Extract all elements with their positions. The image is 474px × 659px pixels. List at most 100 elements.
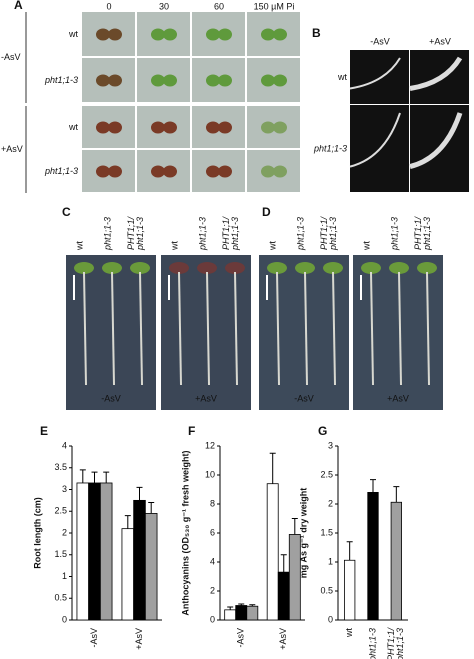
bar (367, 491, 379, 621)
seedling (261, 165, 275, 178)
column-header: PHT1;1/ (413, 215, 423, 250)
y-axis-label: Anthocyanins (OD₅₃₀ g⁻¹ fresh weight) (180, 450, 190, 615)
error-bar (291, 518, 298, 535)
column-header: pht1;1-3 (102, 217, 112, 251)
x-tick-label: pht1;1-3 (367, 628, 377, 659)
seedling (151, 165, 165, 178)
column-header: 30 (159, 1, 169, 11)
bar (344, 559, 356, 621)
seedling (417, 262, 437, 274)
x-tick-label: pht1;1-3 (395, 628, 405, 659)
bar (277, 571, 290, 621)
error-bar (346, 541, 353, 561)
y-tick-label: 2 (210, 585, 215, 595)
root (234, 271, 238, 386)
error-bar (148, 502, 155, 514)
column-header: wt (361, 241, 371, 251)
y-tick-label: 0 (210, 614, 215, 624)
x-tick-label: -AsV (89, 628, 99, 648)
root (139, 271, 143, 386)
y-tick-label: 8 (210, 498, 215, 508)
bar (266, 483, 279, 621)
seedling (151, 74, 165, 87)
root (276, 271, 280, 386)
error-bar (249, 604, 256, 607)
y-tick-label: 4 (210, 556, 215, 566)
y-tick-label: 3 (62, 484, 67, 494)
seedling (206, 165, 220, 178)
panel-label: A (14, 0, 23, 12)
y-tick-label: 12 (205, 440, 215, 450)
photo (259, 255, 349, 410)
seedling (273, 165, 287, 178)
y-tick-label: 1 (328, 556, 333, 566)
seedling (267, 262, 287, 274)
seedling (108, 28, 122, 41)
seedling (206, 28, 220, 41)
seedling (151, 121, 165, 134)
column-header: 0 (106, 1, 111, 11)
photo (161, 255, 251, 410)
seedling (218, 165, 232, 178)
seedling (206, 74, 220, 87)
error-bar (393, 486, 400, 503)
y-tick-label: 0.5 (320, 585, 333, 595)
panel-label: D (262, 205, 271, 219)
column-header: PHT1;1/ (126, 215, 136, 250)
seedling (108, 74, 122, 87)
condition-label: -AsV (294, 393, 314, 403)
column-header: pht1;1-3 (135, 217, 145, 251)
column-header: pht1;1-3 (295, 217, 305, 251)
y-tick-label: 2.5 (54, 506, 67, 516)
error-bar (103, 471, 110, 483)
y-tick-label: 10 (205, 469, 215, 479)
row-label: wt (337, 72, 347, 82)
bar (121, 528, 135, 621)
bar (235, 605, 248, 621)
bar (99, 482, 113, 621)
y-axis-label: Root length (cm) (32, 497, 42, 569)
seedling (96, 121, 110, 134)
column-header: pht1;1-3 (328, 217, 338, 251)
bar (224, 609, 237, 621)
bar (246, 605, 259, 621)
y-tick-label: 1 (62, 571, 67, 581)
group-label: +AsV (1, 144, 23, 154)
root (111, 271, 115, 386)
seedling (108, 121, 122, 134)
x-tick-label: -AsV (236, 628, 246, 648)
error-bar (227, 606, 234, 610)
root (349, 112, 401, 168)
column-header: 60 (214, 1, 224, 11)
seedling (218, 74, 232, 87)
condition-label: -AsV (101, 393, 121, 403)
bar (88, 482, 101, 621)
x-tick-label: PHT1;1/ (386, 627, 396, 659)
seedling (163, 74, 177, 87)
seedling (273, 74, 287, 87)
y-tick-label: 0.5 (54, 593, 67, 603)
condition-label: +AsV (387, 393, 409, 403)
y-tick-label: 0 (62, 614, 67, 624)
row-label: wt (68, 122, 78, 132)
bar (76, 482, 90, 621)
bar (390, 501, 402, 621)
y-tick-label: 2 (62, 527, 67, 537)
column-header: pht1;1-3 (389, 217, 399, 251)
root (206, 271, 210, 386)
seedling (218, 121, 232, 134)
x-tick-label: +AsV (278, 628, 288, 650)
condition-label: +AsV (195, 393, 217, 403)
row-label: pht1;1-3 (44, 75, 78, 85)
column-header: pht1;1-3 (422, 217, 432, 251)
y-tick-label: 2.5 (320, 469, 333, 479)
error-bar (370, 479, 376, 493)
root (304, 271, 308, 386)
column-header: PHT1;1/ (221, 215, 231, 250)
error-bar (280, 554, 287, 573)
error-bar (136, 486, 143, 501)
panel-label: C (62, 205, 71, 219)
y-tick-label: 3.5 (54, 462, 67, 472)
seedling (130, 262, 150, 274)
column-header: -AsV (370, 36, 390, 46)
